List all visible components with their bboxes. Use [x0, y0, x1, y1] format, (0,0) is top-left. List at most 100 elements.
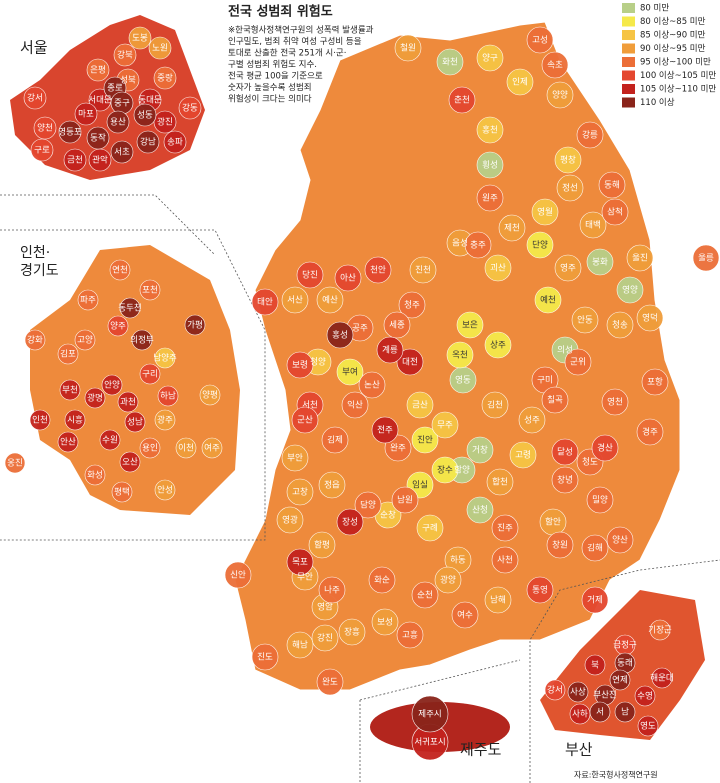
region	[636, 418, 664, 446]
legend-label: 95 이상~100 미만	[640, 57, 711, 68]
region	[201, 437, 223, 459]
region	[119, 451, 141, 473]
region-label: 봉화	[592, 258, 608, 268]
region	[308, 531, 336, 559]
region-label: 안성	[157, 485, 173, 496]
legend-swatch	[622, 84, 635, 94]
region	[651, 667, 673, 689]
region-label: 청주	[404, 301, 420, 311]
region-label: 음성	[452, 239, 468, 249]
region-label: 노원	[152, 44, 168, 54]
region-label: 춘천	[454, 95, 470, 106]
region	[148, 36, 172, 60]
region-label: 칠곡	[547, 396, 563, 406]
region	[157, 385, 179, 407]
region-label: 목포	[292, 558, 308, 568]
region	[175, 437, 197, 459]
legend-swatch	[622, 57, 635, 67]
region	[476, 44, 504, 72]
region-label: 청도	[582, 458, 598, 468]
region-label: 강화	[27, 335, 43, 346]
region-label: 하동	[450, 555, 466, 566]
region-label: 거제	[587, 596, 603, 606]
region-label: 보령	[292, 360, 308, 371]
region-label: 남원	[397, 496, 413, 506]
region	[531, 198, 559, 226]
region	[456, 311, 484, 339]
region-label: 아산	[340, 273, 356, 284]
region-label: 함평	[314, 540, 330, 551]
region-label: 의성	[557, 345, 573, 356]
region	[338, 618, 366, 646]
region-label: 속초	[547, 61, 563, 71]
region	[88, 88, 112, 112]
region	[526, 26, 554, 54]
region	[336, 358, 364, 386]
region	[326, 321, 354, 349]
region-label: 보성	[377, 618, 393, 628]
region	[336, 508, 364, 536]
region	[354, 491, 382, 519]
region-label: 영등포	[58, 127, 82, 138]
region	[119, 297, 141, 319]
region-label: 청송	[612, 321, 628, 331]
region	[184, 314, 206, 336]
region	[139, 279, 161, 301]
region	[316, 286, 344, 314]
region-label: 시흥	[67, 415, 83, 426]
region	[609, 669, 631, 691]
region-label: 안산	[60, 437, 76, 448]
region-label: 연천	[112, 265, 128, 276]
region-label: 성동	[137, 111, 153, 121]
region-label: 부천	[62, 385, 78, 396]
region	[154, 409, 176, 431]
legend-label: 110 이상	[640, 97, 675, 108]
region-label: 사상	[570, 687, 586, 698]
region-label: 서산	[287, 295, 303, 306]
region	[133, 103, 157, 127]
region-label: 북	[591, 661, 599, 671]
region-label: 광주	[157, 415, 173, 426]
region-label: 영광	[282, 515, 298, 526]
region	[110, 140, 134, 164]
inset-title: 인천·	[20, 245, 50, 261]
region-label: 원주	[482, 194, 498, 204]
region	[541, 386, 569, 414]
region	[526, 231, 554, 259]
region-label: 종로	[107, 84, 123, 94]
note-line: 토대로 산출한 전국 251개 시·군·	[228, 48, 346, 59]
region-label: 충주	[470, 241, 486, 251]
region	[586, 486, 614, 514]
region-label: 기장군	[648, 625, 672, 636]
region-label: 장수	[437, 465, 453, 476]
region-label: 장성	[342, 517, 358, 528]
region-label: 청양	[310, 357, 326, 368]
region-label: 성주	[524, 416, 540, 426]
legend-label: 80 이상~85 미만	[640, 16, 706, 27]
region	[484, 331, 512, 359]
region-label: 괴산	[490, 263, 506, 274]
region-label: 보은	[462, 321, 478, 331]
region-label: 용산	[110, 117, 126, 128]
region	[416, 514, 444, 542]
region-label: 광명	[87, 393, 103, 404]
legend-swatch	[622, 97, 635, 108]
region-label: 강진	[317, 633, 333, 644]
region	[411, 581, 439, 609]
region-label: 과천	[120, 397, 136, 408]
region-label: 담양	[360, 500, 376, 511]
region	[286, 478, 314, 506]
region-label: 금산	[412, 400, 428, 411]
region-label: 나주	[324, 586, 340, 596]
inset-title: 부산	[565, 741, 593, 759]
region-label: 통영	[532, 585, 548, 596]
region-label: 고흥	[402, 630, 418, 641]
region	[383, 311, 411, 339]
region-label: 횡성	[482, 160, 498, 171]
region	[606, 526, 634, 554]
region-label: 수원	[102, 436, 118, 446]
region-label: 영동	[455, 375, 471, 386]
region	[634, 685, 656, 707]
region-label: 관악	[92, 155, 108, 166]
region-label: 서귀포시	[414, 737, 445, 748]
